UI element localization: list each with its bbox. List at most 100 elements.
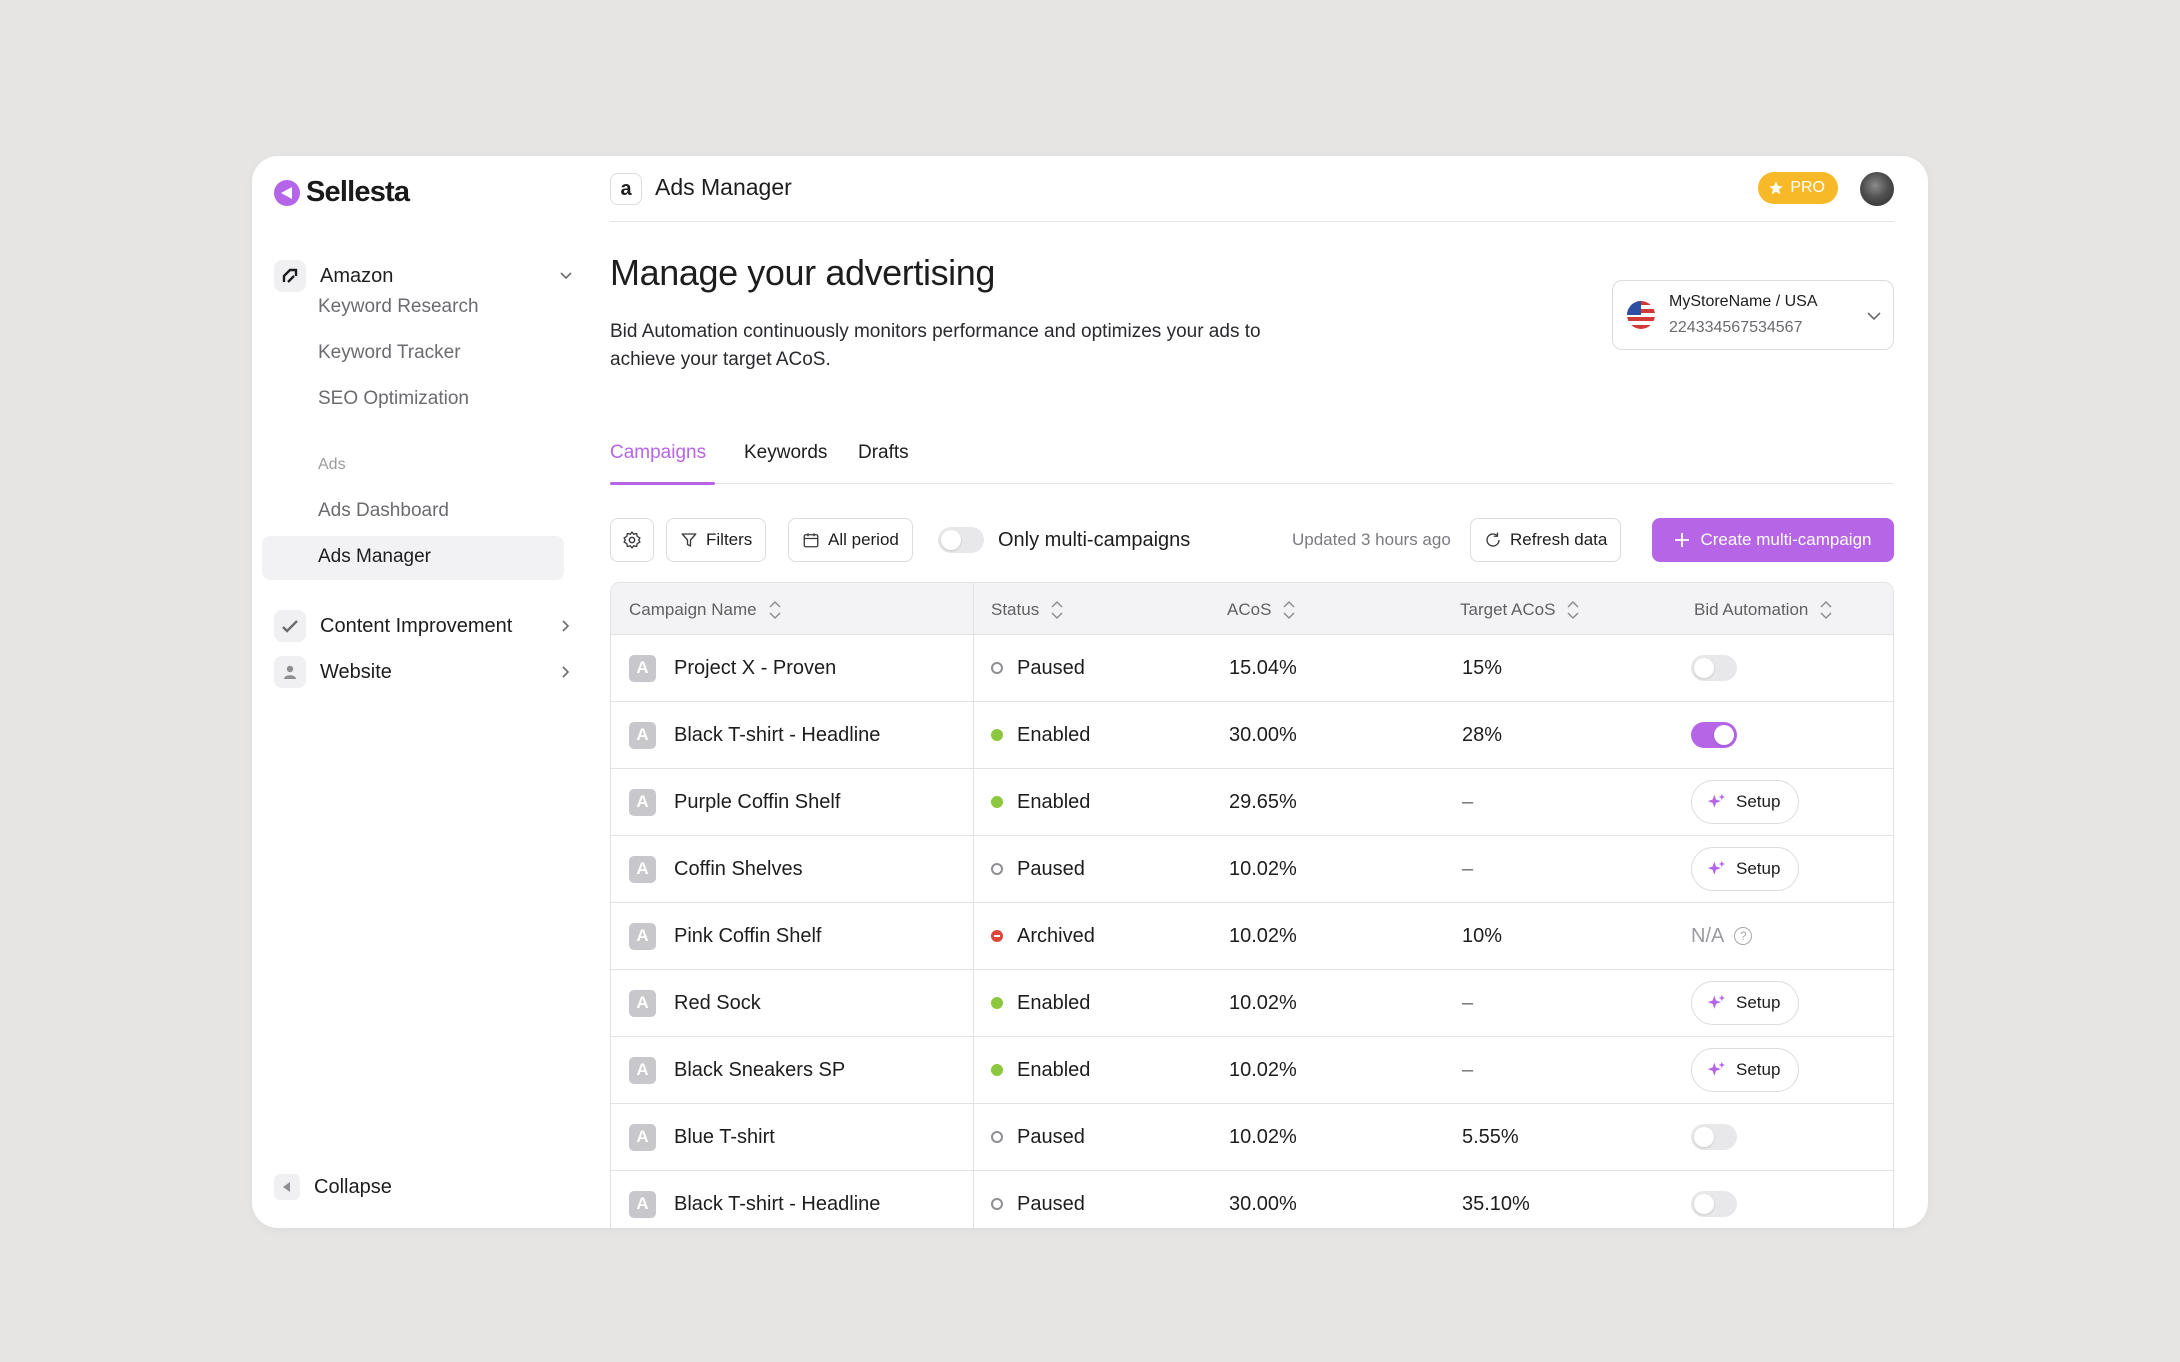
campaign-name-cell[interactable]: A Black Sneakers SP (629, 1037, 845, 1103)
campaign-name: Red Sock (674, 991, 761, 1014)
tab-campaigns[interactable]: Campaigns (610, 442, 707, 463)
setup-button[interactable]: Setup (1691, 1048, 1800, 1092)
table-row[interactable]: A Black T-shirt - Headline Paused 30.00%… (611, 1171, 1893, 1228)
campaign-name-cell[interactable]: A Coffin Shelves (629, 836, 803, 902)
multi-campaign-toggle[interactable] (938, 527, 984, 553)
status-cell: Archived (991, 903, 1095, 969)
sidebar-group-content-improvement[interactable]: Content Improvement (274, 608, 574, 644)
help-icon[interactable]: ? (1734, 927, 1753, 945)
setup-button[interactable]: Setup (1691, 981, 1800, 1025)
pro-badge[interactable]: PRO (1758, 172, 1838, 204)
status-label: Paused (1017, 1192, 1085, 1215)
bid-automation-cell: Setup (1691, 769, 1800, 835)
plus-icon (1675, 533, 1690, 547)
tab-keywords[interactable]: Keywords (744, 442, 828, 463)
bid-automation-cell: Setup (1691, 1037, 1800, 1103)
content-improvement-icon (274, 610, 306, 642)
table-row[interactable]: A Pink Coffin Shelf Archived 10.02% 10% … (611, 903, 1893, 970)
status-label: Enabled (1017, 1058, 1091, 1081)
status-cell: Enabled (991, 702, 1090, 768)
campaign-type-icon: A (629, 654, 656, 682)
column-divider (973, 583, 974, 1228)
sparkle-icon (1707, 994, 1726, 1009)
sidebar-item-ads-manager[interactable]: Ads Manager (318, 546, 432, 567)
setup-button[interactable]: Setup (1691, 780, 1800, 824)
column-acos[interactable]: ACoS (1227, 599, 1295, 621)
refresh-icon (1486, 532, 1500, 547)
avatar[interactable] (1860, 172, 1894, 206)
page-description: Bid Automation continuously monitors per… (610, 321, 1261, 370)
brand-logo[interactable]: Sellesta (274, 176, 410, 209)
sidebar-group-amazon[interactable]: Amazon (274, 258, 574, 294)
campaign-name-cell[interactable]: A Red Sock (629, 970, 761, 1036)
bid-not-available: N/A ? (1691, 925, 1753, 948)
store-id: 224334567534567 (1669, 319, 1803, 336)
period-button[interactable]: All period (788, 518, 913, 562)
campaign-type-icon: A (629, 1056, 656, 1084)
collapse-button[interactable]: Collapse (274, 1174, 392, 1200)
store-name: MyStoreName / USA (1669, 293, 1818, 310)
table-header: Campaign Name Status ACoS Target ACoS Bi… (611, 583, 1893, 635)
sidebar-item-keyword-research[interactable]: Keyword Research (318, 296, 479, 317)
bid-automation-toggle[interactable] (1691, 1191, 1737, 1217)
campaign-name-cell[interactable]: A Pink Coffin Shelf (629, 903, 822, 969)
setup-label: Setup (1736, 792, 1781, 811)
bid-automation-cell (1691, 1104, 1737, 1170)
bid-automation-toggle[interactable] (1691, 722, 1737, 748)
sidebar-active-highlight (262, 536, 564, 580)
sort-icon (1283, 600, 1295, 620)
tab-drafts[interactable]: Drafts (858, 442, 909, 463)
campaign-name-cell[interactable]: A Blue T-shirt (629, 1104, 775, 1170)
status-label: Paused (1017, 1125, 1085, 1148)
refresh-data-button[interactable]: Refresh data (1470, 518, 1622, 562)
sidebar-item-ads-dashboard[interactable]: Ads Dashboard (318, 500, 449, 521)
sidebar-item-keyword-tracker[interactable]: Keyword Tracker (318, 342, 461, 363)
column-bid-automation[interactable]: Bid Automation (1694, 599, 1832, 621)
target-acos-cell: – (1462, 790, 1474, 813)
filters-button[interactable]: Filters (666, 518, 767, 562)
bid-automation-toggle[interactable] (1691, 1124, 1737, 1150)
campaign-type-icon: A (629, 922, 656, 950)
create-multi-campaign-button[interactable]: Create multi-campaign (1652, 518, 1894, 562)
table-row[interactable]: A Blue T-shirt Paused 10.02% 5.55% (611, 1104, 1893, 1171)
setup-button[interactable]: Setup (1691, 847, 1800, 891)
amazon-group-icon (274, 260, 306, 292)
brand-name: Sellesta (306, 176, 410, 208)
campaign-name-cell[interactable]: A Black T-shirt - Headline (629, 702, 880, 768)
status-cell: Paused (991, 1104, 1085, 1170)
bid-automation-toggle[interactable] (1691, 655, 1737, 681)
amazon-logo-icon: a (610, 173, 642, 205)
status-cell: Paused (991, 1171, 1085, 1228)
table-row[interactable]: A Black Sneakers SP Enabled 10.02% – Set… (611, 1037, 1893, 1104)
campaign-name-cell[interactable]: A Project X - Proven (629, 635, 836, 701)
calendar-icon (803, 533, 819, 548)
status-label: Archived (1017, 924, 1095, 947)
campaign-type-icon: A (629, 1123, 656, 1151)
bid-automation-cell: N/A ? (1691, 903, 1753, 969)
sort-icon (1051, 600, 1063, 620)
column-campaign-name[interactable]: Campaign Name (629, 599, 781, 621)
column-target-acos[interactable]: Target ACoS (1460, 599, 1579, 621)
sidebar-group-website[interactable]: Website (274, 654, 574, 690)
campaign-name-cell[interactable]: A Purple Coffin Shelf (629, 769, 840, 835)
table-row[interactable]: A Purple Coffin Shelf Enabled 29.65% – S… (611, 769, 1893, 836)
campaign-name-cell[interactable]: A Black T-shirt - Headline (629, 1171, 880, 1228)
settings-button[interactable] (610, 518, 654, 562)
collapse-label: Collapse (314, 1175, 392, 1198)
campaign-name: Black T-shirt - Headline (674, 1192, 881, 1215)
table-row[interactable]: A Red Sock Enabled 10.02% – Setup (611, 970, 1893, 1037)
bid-automation-cell (1691, 1171, 1737, 1228)
target-acos-cell: 35.10% (1462, 1192, 1530, 1215)
bid-automation-cell: Setup (1691, 970, 1800, 1036)
table-row[interactable]: A Coffin Shelves Paused 10.02% – Setup (611, 836, 1893, 903)
sidebar: Sellesta Amazon Keyword Research Keyword… (252, 156, 592, 1228)
store-selector[interactable]: MyStoreName / USA 224334567534567 (1612, 280, 1894, 350)
status-cell: Paused (991, 836, 1085, 902)
status-label: Enabled (1017, 991, 1091, 1014)
sidebar-item-seo-optimization[interactable]: SEO Optimization (318, 388, 469, 409)
setup-label: Setup (1736, 859, 1781, 878)
table-row[interactable]: A Project X - Proven Paused 15.04% 15% (611, 635, 1893, 702)
status-paused-icon (991, 1131, 1003, 1143)
column-status[interactable]: Status (991, 599, 1063, 621)
table-row[interactable]: A Black T-shirt - Headline Enabled 30.00… (611, 702, 1893, 769)
